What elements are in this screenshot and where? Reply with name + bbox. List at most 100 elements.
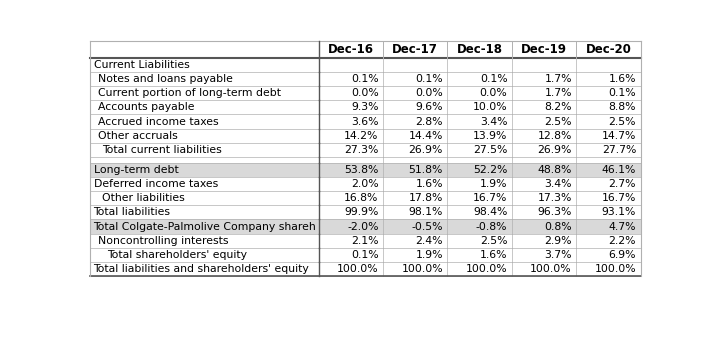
Text: 1.6%: 1.6%	[416, 179, 443, 189]
Text: 3.6%: 3.6%	[351, 117, 379, 127]
Text: 53.8%: 53.8%	[344, 165, 379, 175]
Text: Other liabilities: Other liabilities	[103, 193, 185, 203]
Text: 100.0%: 100.0%	[466, 264, 508, 274]
Text: Total Colgate-Palmolive Company shareh: Total Colgate-Palmolive Company shareh	[93, 222, 317, 232]
Text: 9.3%: 9.3%	[351, 102, 379, 112]
Bar	[448, 42, 512, 58]
Text: 3.4%: 3.4%	[480, 117, 508, 127]
Text: 12.8%: 12.8%	[538, 131, 572, 141]
Text: Deferred income taxes: Deferred income taxes	[93, 179, 217, 189]
Text: 98.1%: 98.1%	[409, 207, 443, 217]
Text: 0.8%: 0.8%	[544, 222, 572, 232]
Bar	[576, 42, 640, 58]
Bar	[91, 191, 640, 205]
Text: 93.1%: 93.1%	[602, 207, 636, 217]
Bar	[91, 143, 640, 157]
Text: 4.7%: 4.7%	[609, 222, 636, 232]
Text: 13.9%: 13.9%	[473, 131, 508, 141]
Bar	[91, 163, 640, 177]
Text: 46.1%: 46.1%	[602, 165, 636, 175]
Text: 0.1%: 0.1%	[480, 74, 508, 84]
Bar	[319, 42, 383, 58]
Text: 2.4%: 2.4%	[416, 236, 443, 246]
Text: Total current liabilities: Total current liabilities	[103, 145, 222, 155]
Text: 0.0%: 0.0%	[415, 88, 443, 98]
Bar	[512, 42, 576, 58]
Bar	[383, 42, 448, 58]
Text: Other accruals: Other accruals	[98, 131, 178, 141]
Text: 100.0%: 100.0%	[530, 264, 572, 274]
Text: 48.8%: 48.8%	[538, 165, 572, 175]
Text: 2.8%: 2.8%	[416, 117, 443, 127]
Text: -0.5%: -0.5%	[411, 222, 443, 232]
Text: 100.0%: 100.0%	[401, 264, 443, 274]
Bar	[91, 72, 640, 86]
Text: 14.4%: 14.4%	[409, 131, 443, 141]
Text: 2.5%: 2.5%	[609, 117, 636, 127]
Text: -0.8%: -0.8%	[476, 222, 508, 232]
Text: 9.6%: 9.6%	[416, 102, 443, 112]
Text: 17.3%: 17.3%	[538, 193, 572, 203]
Text: 0.0%: 0.0%	[480, 88, 508, 98]
Bar	[91, 248, 640, 262]
Text: 27.7%: 27.7%	[602, 145, 636, 155]
Text: Notes and loans payable: Notes and loans payable	[98, 74, 233, 84]
Text: 10.0%: 10.0%	[473, 102, 508, 112]
Text: 8.8%: 8.8%	[609, 102, 636, 112]
Text: 100.0%: 100.0%	[595, 264, 636, 274]
Text: 6.9%: 6.9%	[609, 250, 636, 260]
Bar	[91, 205, 640, 220]
Text: 16.8%: 16.8%	[344, 193, 379, 203]
Text: 52.2%: 52.2%	[473, 165, 508, 175]
Bar	[91, 115, 640, 129]
Text: Dec-16: Dec-16	[328, 43, 374, 56]
Bar	[91, 58, 640, 72]
Text: 16.7%: 16.7%	[473, 193, 508, 203]
Text: Current Liabilities: Current Liabilities	[93, 60, 189, 70]
Bar	[91, 129, 640, 143]
Text: 96.3%: 96.3%	[538, 207, 572, 217]
Text: 16.7%: 16.7%	[602, 193, 636, 203]
Text: Dec-19: Dec-19	[521, 43, 567, 56]
Text: 98.4%: 98.4%	[473, 207, 508, 217]
Text: 26.9%: 26.9%	[538, 145, 572, 155]
Text: Dec-17: Dec-17	[392, 43, 438, 56]
Bar	[91, 220, 640, 234]
Text: 2.5%: 2.5%	[480, 236, 508, 246]
Bar	[91, 262, 640, 276]
Text: 17.8%: 17.8%	[409, 193, 443, 203]
Bar	[91, 86, 640, 100]
Text: Total shareholders' equity: Total shareholders' equity	[107, 250, 247, 260]
Text: 100.0%: 100.0%	[337, 264, 379, 274]
Text: 0.0%: 0.0%	[351, 88, 379, 98]
Text: 1.9%: 1.9%	[416, 250, 443, 260]
Text: 1.7%: 1.7%	[544, 88, 572, 98]
Text: 1.6%: 1.6%	[609, 74, 636, 84]
Text: 1.6%: 1.6%	[480, 250, 508, 260]
Text: 0.1%: 0.1%	[609, 88, 636, 98]
Text: 1.7%: 1.7%	[544, 74, 572, 84]
Text: 3.7%: 3.7%	[544, 250, 572, 260]
Text: 2.5%: 2.5%	[544, 117, 572, 127]
Text: 2.7%: 2.7%	[609, 179, 636, 189]
Text: 2.2%: 2.2%	[609, 236, 636, 246]
Text: 8.2%: 8.2%	[544, 102, 572, 112]
Text: Total liabilities and shareholders' equity: Total liabilities and shareholders' equi…	[93, 264, 309, 274]
Text: Current portion of long-term debt: Current portion of long-term debt	[98, 88, 281, 98]
Text: 51.8%: 51.8%	[409, 165, 443, 175]
Bar	[91, 234, 640, 248]
Text: 3.4%: 3.4%	[544, 179, 572, 189]
Text: 27.3%: 27.3%	[344, 145, 379, 155]
Text: 0.1%: 0.1%	[416, 74, 443, 84]
Text: 0.1%: 0.1%	[351, 250, 379, 260]
Text: Total liabilities: Total liabilities	[93, 207, 170, 217]
Text: 14.2%: 14.2%	[344, 131, 379, 141]
Text: Accounts payable: Accounts payable	[98, 102, 195, 112]
Text: Noncontrolling interests: Noncontrolling interests	[98, 236, 228, 246]
Text: -2.0%: -2.0%	[347, 222, 379, 232]
Text: 2.0%: 2.0%	[351, 179, 379, 189]
Text: Long-term debt: Long-term debt	[93, 165, 178, 175]
Text: 14.7%: 14.7%	[602, 131, 636, 141]
Text: Accrued income taxes: Accrued income taxes	[98, 117, 219, 127]
Bar	[91, 100, 640, 115]
